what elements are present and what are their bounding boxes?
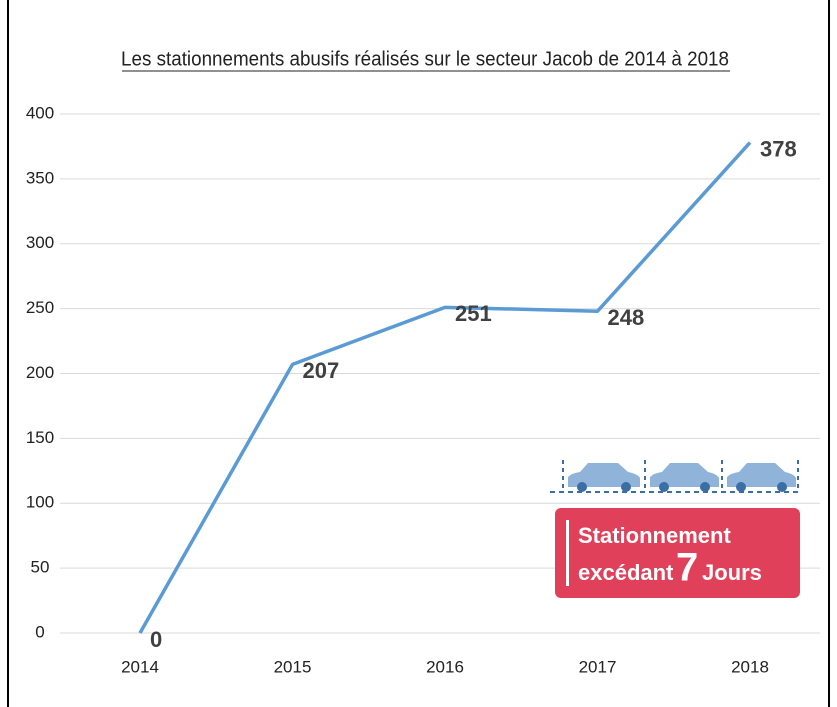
- y-tick-label: 200: [26, 363, 54, 382]
- wheel: [577, 482, 587, 492]
- x-tick-label: 2017: [579, 657, 617, 676]
- x-tick-label: 2016: [426, 657, 464, 676]
- data-label: 251: [455, 301, 492, 326]
- wheel: [736, 482, 746, 492]
- y-tick-label: 400: [26, 103, 54, 122]
- badge: Stationnement excédant 7 Jours: [550, 460, 800, 598]
- wheel: [621, 482, 631, 492]
- badge-line2: excédant: [578, 560, 674, 585]
- y-tick-label: 0: [35, 622, 44, 641]
- y-tick-label: 50: [31, 558, 50, 577]
- y-tick-label: 350: [26, 168, 54, 187]
- y-tick-label: 300: [26, 233, 54, 252]
- data-label: 207: [303, 358, 340, 383]
- data-label: 248: [608, 305, 645, 330]
- wheel: [659, 482, 669, 492]
- frame: [7, 0, 830, 707]
- y-tick-label: 250: [26, 298, 54, 317]
- x-tick-label: 2018: [731, 657, 769, 676]
- y-tick-label: 100: [26, 493, 54, 512]
- line: [138, 141, 752, 634]
- badge-bar: [566, 520, 569, 586]
- y-tick-label: 150: [26, 428, 54, 447]
- wheel: [777, 482, 787, 492]
- data-label: 378: [760, 136, 797, 161]
- badge-line3: Jours: [702, 560, 762, 585]
- car: [650, 463, 719, 487]
- badge-line1: Stationnement: [578, 523, 731, 548]
- car: [568, 463, 640, 487]
- badge-number: 7: [676, 546, 698, 590]
- car: [727, 463, 796, 487]
- x-tick-label: 2015: [274, 657, 312, 676]
- badge-box: [555, 508, 800, 598]
- wheel: [700, 482, 710, 492]
- data-label: 0: [150, 627, 162, 652]
- chart-title: Les stationnements abusifs réalisés sur …: [121, 48, 729, 70]
- x-tick-label: 2014: [121, 657, 159, 676]
- cars: [550, 460, 800, 493]
